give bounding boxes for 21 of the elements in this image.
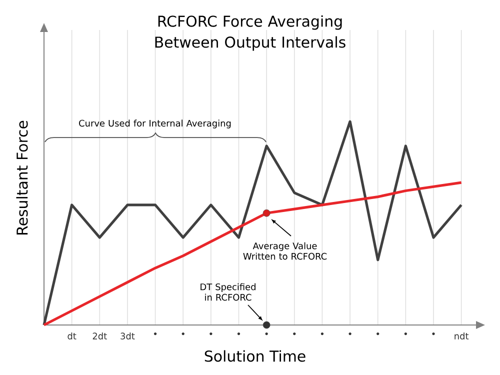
annotation: DT Specified in RCFORC [200,283,256,301]
x-axis-title: Solution Time [204,350,306,362]
annotation: Average Value Written to RCFORC [243,242,327,260]
x-tick-label: • [210,332,212,336]
x-tick-label: • [154,332,157,336]
x-tick-label: • [348,332,352,336]
x-tick-label: • [320,332,324,336]
y-axis-title: Resultant Force [16,120,28,234]
x-tick-label: • [376,332,380,336]
annotation: Curve Used for Internal Averaging [79,120,231,128]
x-tick-label: • [293,332,296,336]
x-tick-label: • [182,332,184,336]
x-tick-label: • [404,332,407,336]
chart-title: RCFORC Force Averaging Between Output Intervals [155,15,346,51]
x-tick-label: • [265,332,268,336]
x-tick-label: 2dt [92,332,107,340]
x-tick-label: 3dt [120,332,135,340]
x-tick-label: • [432,332,435,336]
x-tick-label: dt [68,332,76,340]
x-tick-label: • [237,332,240,336]
x-tick-label: ndt [454,332,469,340]
